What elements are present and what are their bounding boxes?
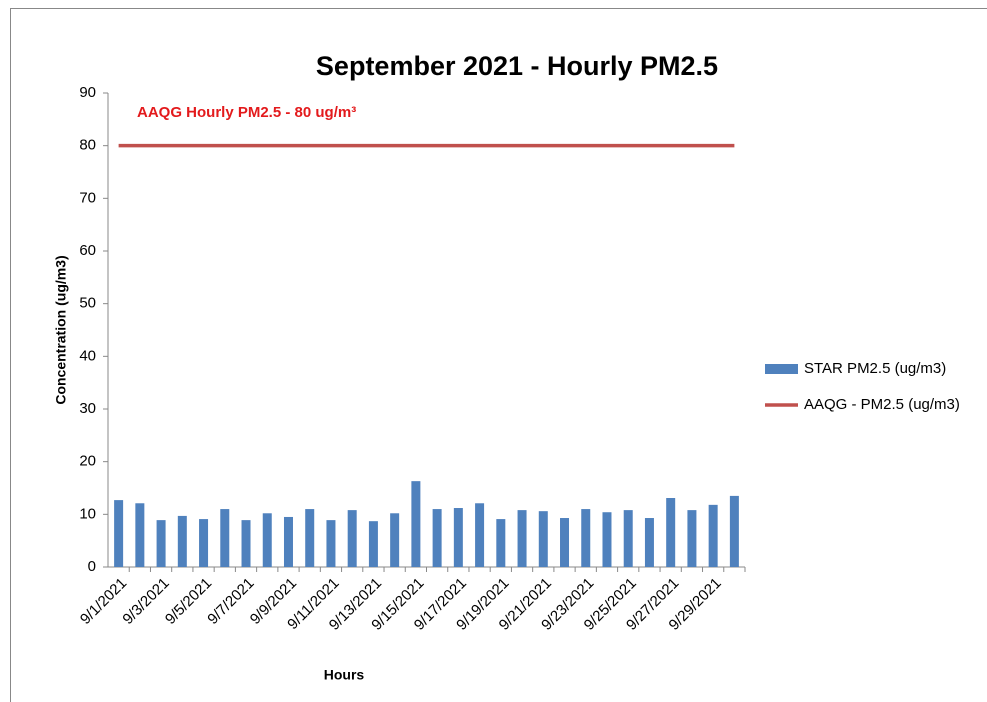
legend-label: STAR PM2.5 (ug/m3) (804, 360, 946, 377)
bar (135, 503, 145, 567)
y-tick-label: 90 (79, 84, 96, 101)
bar (708, 504, 718, 567)
bar (177, 515, 187, 567)
bar (326, 520, 336, 567)
y-tick-label: 80 (79, 137, 96, 154)
y-tick-label: 40 (79, 347, 96, 364)
legend-label: AAQG - PM2.5 (ug/m3) (804, 396, 960, 413)
bar (602, 512, 612, 567)
y-tick-label: 50 (79, 295, 96, 312)
bar (432, 509, 442, 567)
bar (560, 518, 570, 567)
bar (262, 513, 272, 567)
y-tick-label: 0 (88, 558, 96, 575)
bar (114, 500, 124, 567)
bar (305, 509, 315, 567)
y-axis-label: Concentration (ug/m3) (53, 255, 69, 404)
bar (644, 518, 654, 567)
bar (729, 495, 739, 567)
bar (368, 521, 378, 567)
bar (538, 511, 548, 567)
bar (220, 509, 230, 567)
bar (199, 519, 209, 567)
bar (517, 510, 527, 567)
y-tick-label: 30 (79, 400, 96, 417)
bar (687, 510, 697, 567)
bar (347, 510, 357, 567)
annotation: AAQG Hourly PM2.5 - 80 ug/m³ (137, 104, 356, 121)
bar (411, 481, 421, 567)
bar (581, 509, 591, 567)
bar (623, 510, 633, 567)
bar (453, 508, 463, 567)
y-tick-label: 10 (79, 505, 96, 522)
bar (666, 498, 676, 567)
bar (496, 519, 506, 567)
bar (475, 503, 485, 567)
y-tick-label: 70 (79, 189, 96, 206)
y-tick-label: 60 (79, 242, 96, 259)
bar (390, 513, 400, 567)
bar (156, 520, 166, 567)
x-axis-label: Hours (324, 667, 365, 683)
chart-title: September 2021 - Hourly PM2.5 (316, 51, 718, 81)
y-tick-label: 20 (79, 453, 96, 470)
chart-frame (10, 8, 987, 702)
bar (241, 520, 251, 567)
legend-swatch (765, 364, 798, 374)
bar (283, 516, 293, 567)
